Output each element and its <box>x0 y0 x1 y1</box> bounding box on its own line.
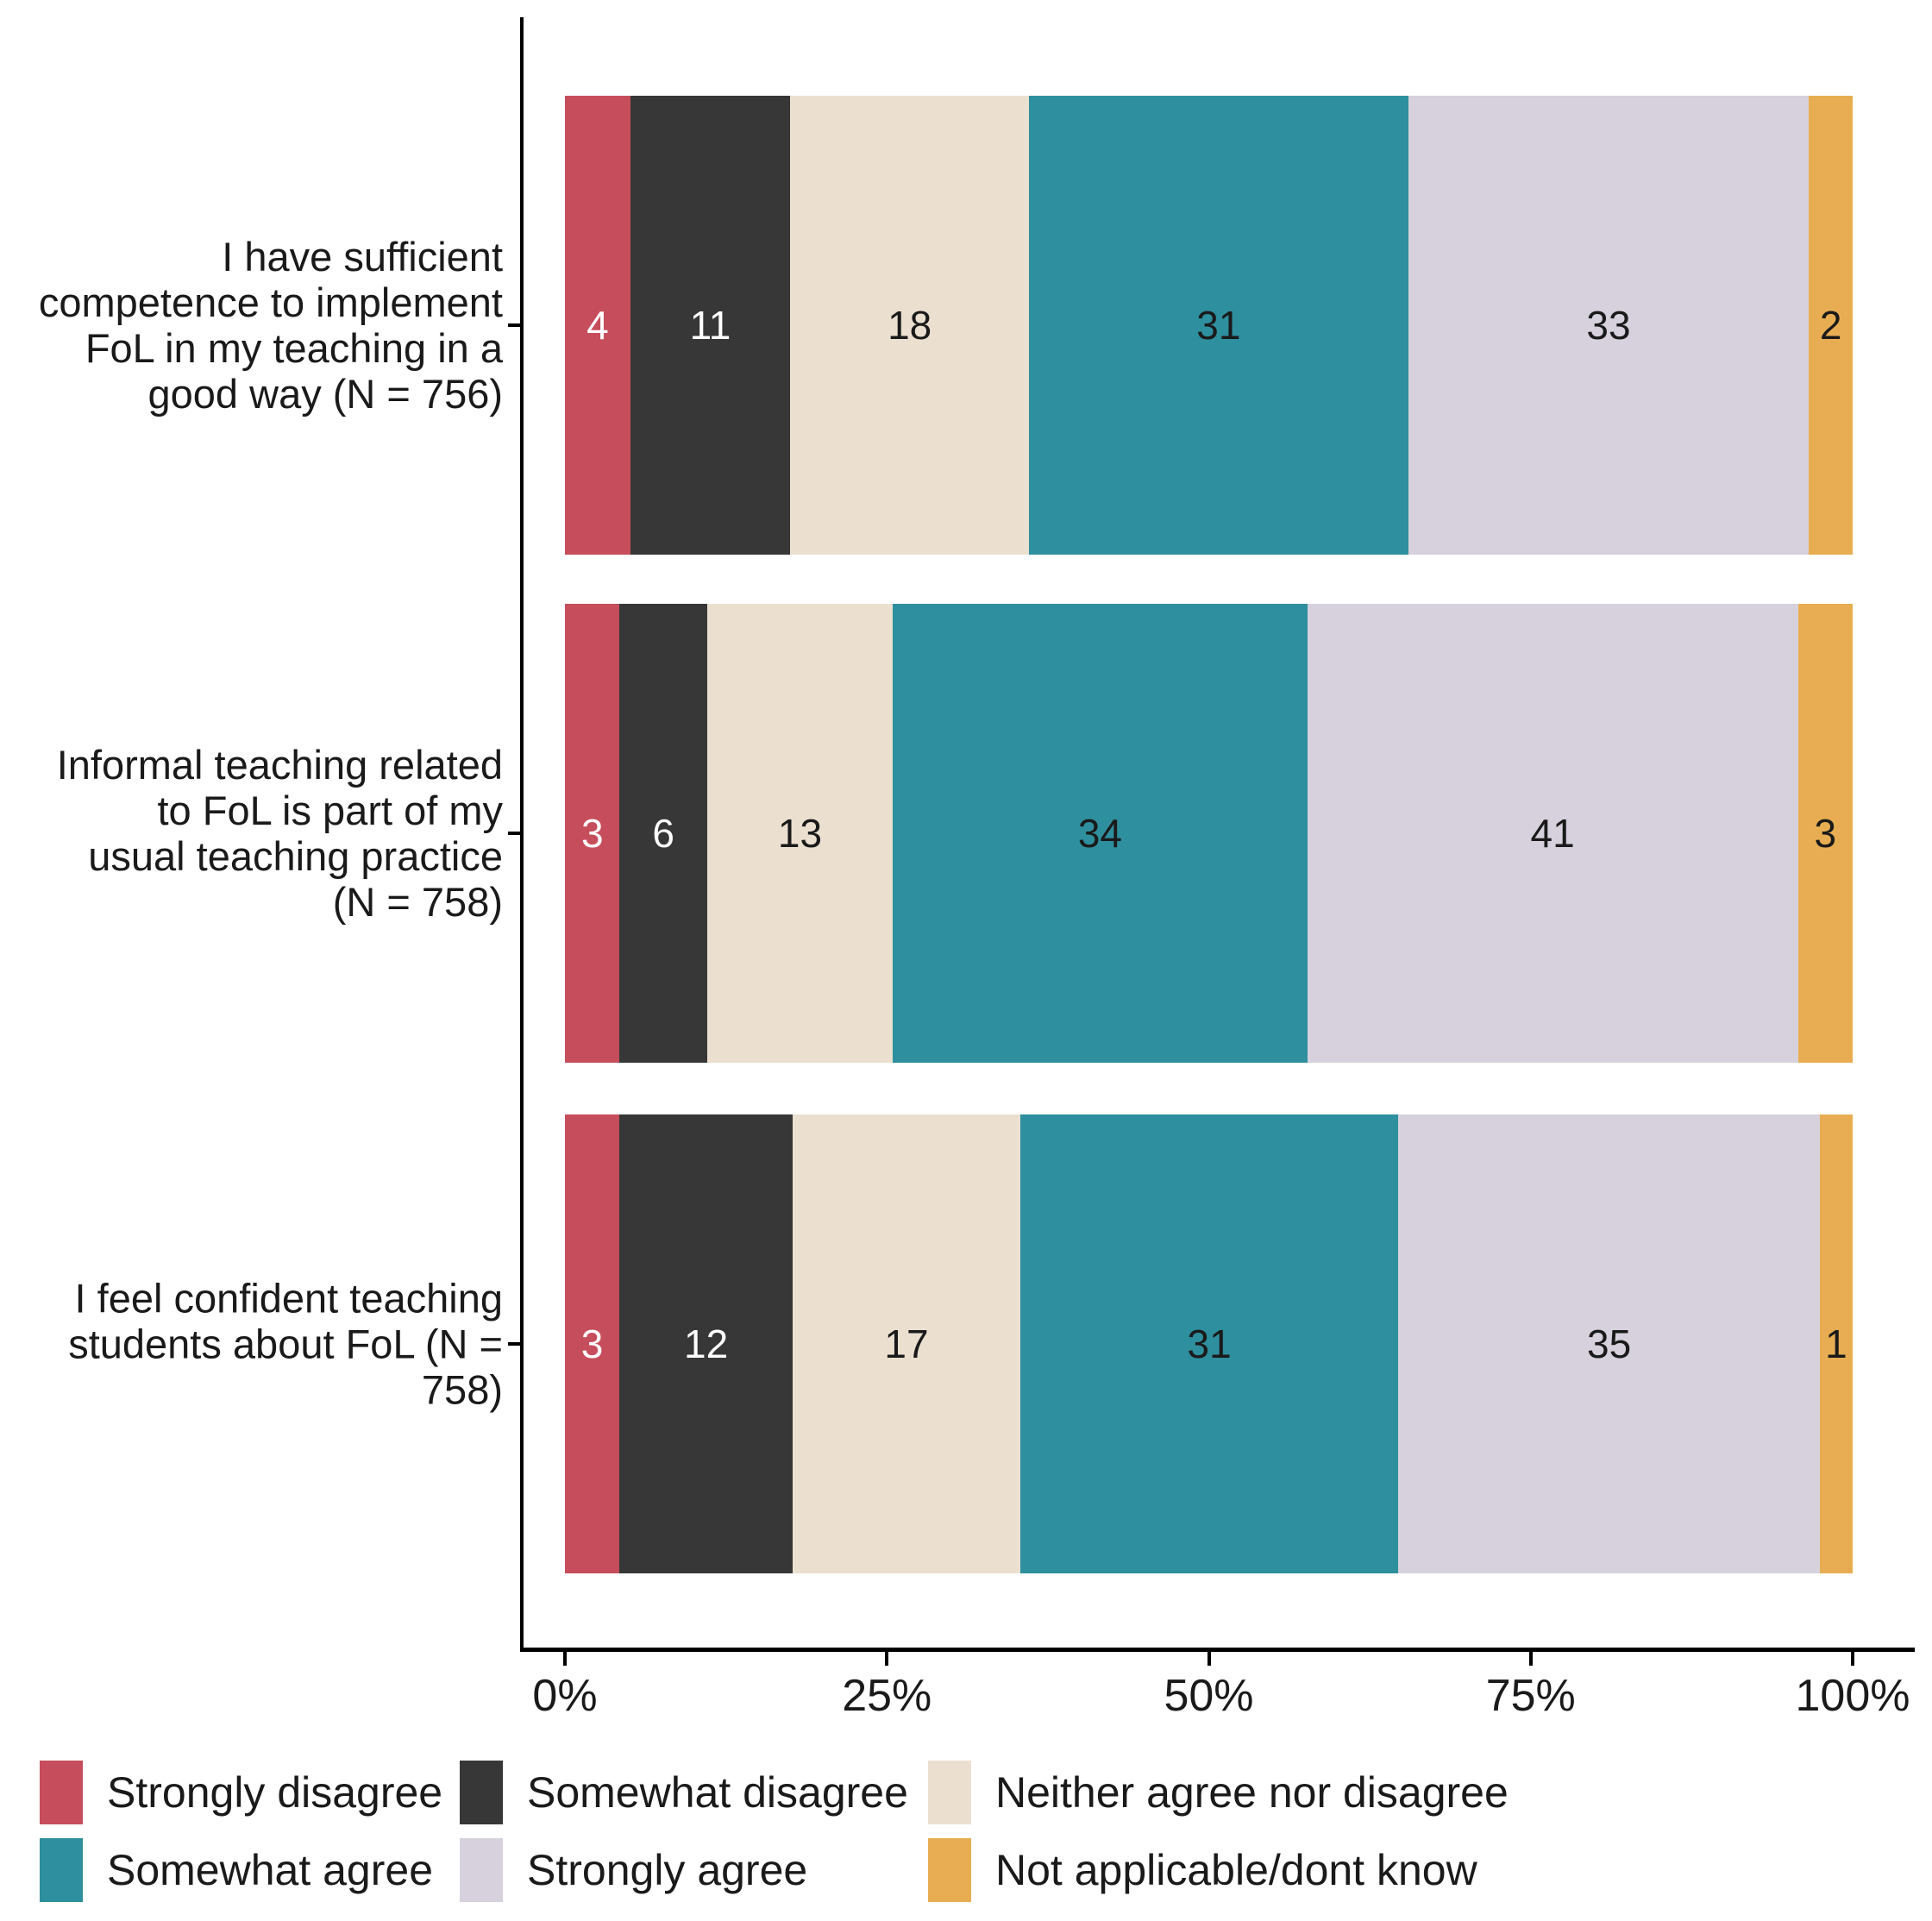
legend-swatch <box>460 1838 503 1902</box>
segment-value-label: 6 <box>652 811 674 856</box>
bar-segment: 3 <box>565 1114 620 1573</box>
bar-segment: 17 <box>793 1114 1020 1573</box>
legend-label: Strongly disagree <box>107 1768 443 1817</box>
bar-segment: 3 <box>1797 604 1853 1063</box>
bar-segment: 3 <box>565 604 620 1063</box>
bar-segment: 2 <box>1809 96 1854 555</box>
legend-item: Somewhat agree <box>40 1837 460 1903</box>
segment-value-label: 31 <box>1196 303 1241 348</box>
x-tick-label: 0% <box>532 1671 598 1721</box>
bar-segment: 13 <box>706 604 894 1063</box>
legend-label: Somewhat disagree <box>527 1768 908 1817</box>
x-axis-tick <box>1851 1652 1854 1666</box>
bar-segment: 1 <box>1819 1114 1853 1573</box>
segment-value-label: 31 <box>1187 1321 1232 1366</box>
segment-value-label: 33 <box>1586 303 1631 348</box>
segment-value-label: 3 <box>580 1321 604 1366</box>
bar-segment: 18 <box>790 96 1030 555</box>
segment-value-label: 12 <box>684 1321 729 1366</box>
legend-label: Neither agree nor disagree <box>995 1768 1509 1817</box>
legend-label: Strongly agree <box>527 1846 808 1894</box>
bar-row: 4 11 18 31 33 2 <box>565 96 1854 555</box>
segment-value-label: 18 <box>888 303 932 348</box>
x-axis-tick <box>1528 1652 1533 1666</box>
segment-value-label: 4 <box>586 303 609 348</box>
legend-label: Somewhat agree <box>107 1846 434 1894</box>
bar-segment: 41 <box>1307 604 1798 1063</box>
x-axis-tick <box>563 1652 567 1666</box>
bar-segment: 12 <box>619 1114 794 1573</box>
bar-segment: 31 <box>1019 1114 1399 1573</box>
segment-value-label: 2 <box>1819 303 1842 348</box>
x-axis-tick <box>1207 1652 1211 1666</box>
x-axis-tick <box>885 1652 889 1666</box>
x-tick-label: 25% <box>842 1671 932 1721</box>
segment-value-label: 17 <box>884 1321 929 1366</box>
segment-value-label: 3 <box>1814 811 1837 856</box>
bar-segment: 6 <box>619 604 707 1063</box>
bar-segment: 31 <box>1029 96 1408 555</box>
bar-segment: 11 <box>630 96 791 555</box>
segment-value-label: 11 <box>689 303 731 348</box>
bar-segment: 34 <box>893 604 1308 1063</box>
x-tick-label: 75% <box>1485 1671 1576 1721</box>
segment-value-label: 34 <box>1077 811 1122 856</box>
segment-value-label: 3 <box>580 811 604 856</box>
legend-label: Not applicable/dont know <box>995 1846 1477 1894</box>
y-axis-line <box>520 17 524 1652</box>
y-axis-label: Informal teaching related to FoL is part… <box>56 741 503 926</box>
x-tick-label: 50% <box>1164 1671 1254 1721</box>
legend-swatch <box>40 1838 83 1902</box>
segment-value-label: 13 <box>777 811 823 856</box>
y-axis-tick <box>508 832 520 835</box>
segment-value-label: 35 <box>1587 1321 1632 1366</box>
bar-segment: 33 <box>1408 96 1810 555</box>
legend-item: Strongly agree <box>460 1837 928 1903</box>
bar-segment: 4 <box>565 96 630 555</box>
segment-value-label: 1 <box>1825 1321 1847 1366</box>
legend-swatch <box>460 1761 503 1824</box>
legend-item: Not applicable/dont know <box>928 1837 1509 1903</box>
bar-segment: 35 <box>1398 1114 1820 1573</box>
legend-swatch <box>40 1761 83 1824</box>
x-axis-line <box>520 1648 1915 1652</box>
bar-row: 3 12 17 31 35 1 <box>565 1114 1853 1573</box>
legend-swatch <box>928 1761 971 1824</box>
y-axis-tick <box>508 1342 520 1346</box>
legend-item: Strongly disagree <box>40 1760 460 1825</box>
y-axis-tick <box>508 323 520 327</box>
legend-swatch <box>928 1838 971 1902</box>
segment-value-label: 41 <box>1530 811 1575 856</box>
x-tick-label: 100% <box>1795 1671 1910 1721</box>
legend-item: Somewhat disagree <box>460 1760 928 1825</box>
y-axis-label: I have sufficient competence to implemen… <box>38 233 503 417</box>
bar-row: 3 6 13 34 41 3 <box>565 604 1853 1063</box>
legend-item: Neither agree nor disagree <box>928 1760 1509 1825</box>
y-axis-label: I feel confident teaching students about… <box>68 1275 503 1413</box>
legend: Strongly disagree Somewhat disagree Neithe… <box>40 1760 1509 1903</box>
